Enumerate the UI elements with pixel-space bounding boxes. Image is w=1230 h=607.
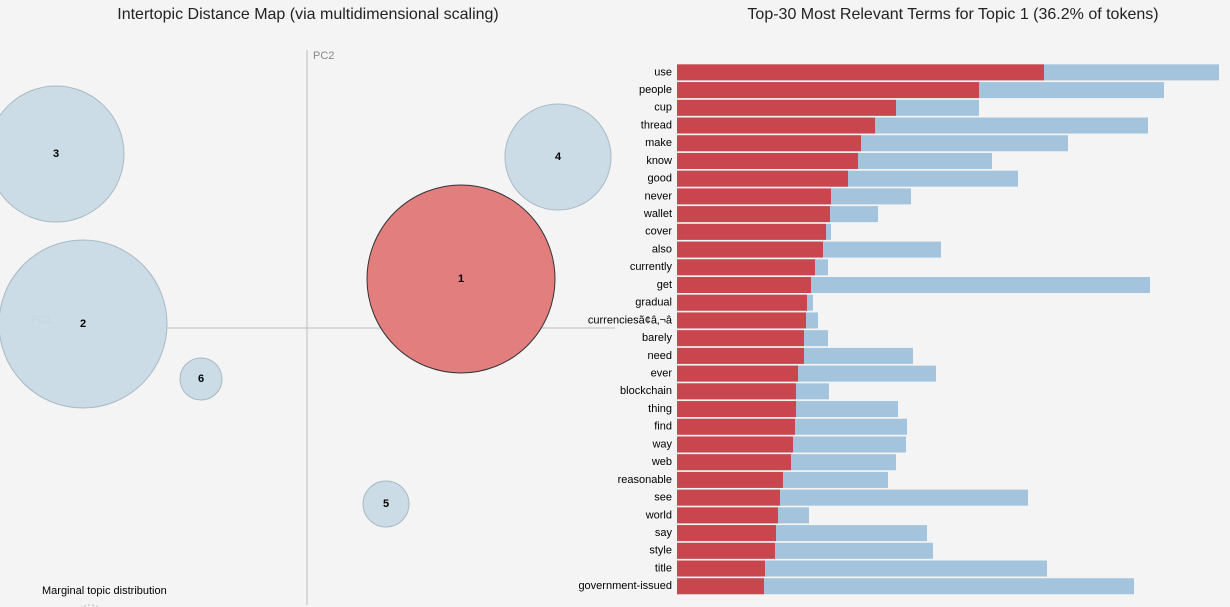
bar xyxy=(677,277,811,293)
bar xyxy=(677,489,780,506)
term-label: world xyxy=(645,509,672,521)
bar xyxy=(677,64,1044,81)
bar xyxy=(677,135,861,152)
topic-bubble xyxy=(504,103,612,211)
term-label: reasonable xyxy=(618,474,672,486)
term-label: ever xyxy=(651,368,673,380)
term-label: never xyxy=(644,190,672,202)
bar xyxy=(677,170,848,187)
term-label: barely xyxy=(642,332,672,344)
legend-title: Marginal topic distribution xyxy=(42,585,167,597)
bubble-label: 1 xyxy=(458,273,464,285)
term-label: cover xyxy=(645,226,672,238)
bar xyxy=(677,436,793,453)
bar xyxy=(677,188,831,205)
term-label: use xyxy=(654,66,672,78)
term-label: need xyxy=(648,350,672,362)
legend-circle xyxy=(80,604,100,607)
bar xyxy=(677,117,875,134)
bar xyxy=(677,578,764,595)
chart-title: Top-30 Most Relevant Terms for Topic 1 (… xyxy=(747,6,1158,23)
bar xyxy=(677,454,791,471)
bubble-label: 5 xyxy=(383,498,389,510)
bar xyxy=(677,241,823,258)
term-label: wallet xyxy=(643,208,672,220)
bar xyxy=(677,82,979,99)
bar xyxy=(677,99,896,116)
term-label: cup xyxy=(654,102,672,114)
term-label: thread xyxy=(641,119,672,131)
bar xyxy=(677,383,796,400)
topic-bubble xyxy=(179,357,223,401)
bubble-label: 6 xyxy=(198,373,204,385)
bar xyxy=(677,347,804,364)
bar xyxy=(677,223,826,240)
bar xyxy=(677,365,798,382)
term-label: gradual xyxy=(635,297,672,309)
term-label: find xyxy=(654,421,672,433)
topic-bubble xyxy=(0,239,168,409)
topic-bubble xyxy=(366,184,556,374)
bar xyxy=(677,525,776,542)
term-label: thing xyxy=(648,403,672,415)
term-label: blockchain xyxy=(620,385,672,397)
bar xyxy=(677,418,795,435)
term-label: currenciesã¢â‚¬â xyxy=(588,314,673,326)
term-label: people xyxy=(639,84,672,96)
bar xyxy=(677,560,765,577)
term-label: know xyxy=(646,155,672,167)
bubble-label: 3 xyxy=(53,148,59,160)
term-label: see xyxy=(654,492,672,504)
bar xyxy=(677,312,806,329)
bubble-label: 4 xyxy=(555,151,562,163)
term-label: title xyxy=(655,562,672,574)
term-label: government-issued xyxy=(578,580,672,592)
bar xyxy=(677,542,775,559)
term-label: make xyxy=(645,137,672,149)
topic-bubble xyxy=(362,480,410,528)
bubble-label: 2 xyxy=(80,318,86,330)
bar xyxy=(677,560,1047,577)
bar xyxy=(677,330,804,347)
term-label: say xyxy=(655,527,673,539)
term-label: get xyxy=(657,279,672,291)
term-label: web xyxy=(651,456,672,468)
term-label: good xyxy=(648,173,672,185)
term-label: also xyxy=(652,243,672,255)
term-label: way xyxy=(651,438,672,450)
bar xyxy=(677,578,1134,595)
bar xyxy=(677,259,815,276)
term-label: style xyxy=(649,545,672,557)
bar xyxy=(677,152,858,169)
bar xyxy=(677,471,783,488)
axis-label: PC2 xyxy=(313,50,334,62)
bar xyxy=(677,507,778,524)
bar xyxy=(677,294,807,311)
term-label: currently xyxy=(630,261,673,273)
topic-bubble xyxy=(0,85,125,223)
chart-title: Intertopic Distance Map (via multidimens… xyxy=(117,6,499,23)
bar xyxy=(677,401,796,418)
bar xyxy=(677,206,830,223)
